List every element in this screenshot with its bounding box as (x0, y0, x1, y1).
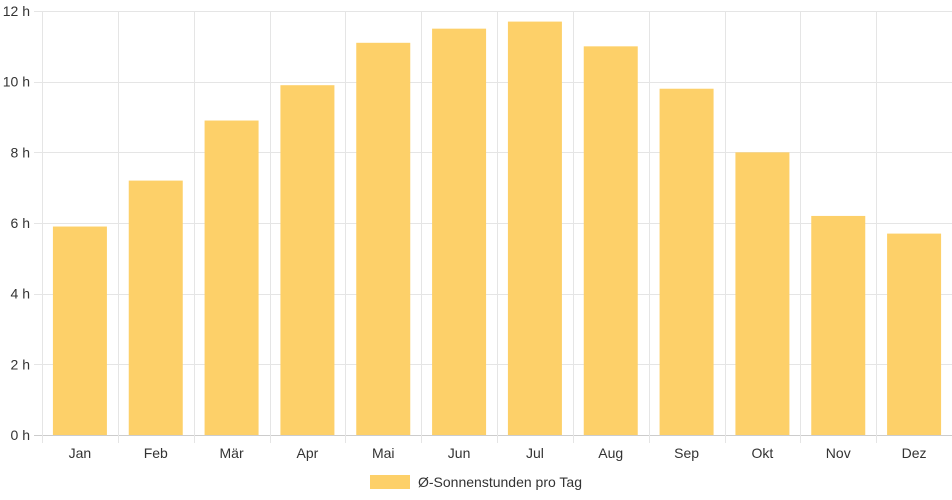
x-tick-label: Mai (372, 445, 395, 461)
bar-sep[interactable] (659, 88, 714, 435)
x-tick-label: Jan (69, 445, 92, 461)
bar-jun[interactable] (432, 28, 487, 436)
x-tick-label: Okt (752, 445, 774, 461)
x-tick-label: Jul (526, 445, 544, 461)
x-tick-label: Feb (144, 445, 168, 461)
bar-nov[interactable] (811, 215, 866, 435)
x-tick-label: Apr (297, 445, 319, 461)
x-tick-label: Mär (220, 445, 244, 461)
bars (52, 21, 942, 436)
bar-mär[interactable] (204, 120, 259, 436)
y-tick-label: 2 h (11, 356, 30, 372)
y-tick-label: 4 h (11, 286, 30, 302)
legend-swatch (370, 475, 410, 489)
bar-jul[interactable] (507, 21, 562, 435)
bar-okt[interactable] (735, 152, 790, 436)
bar-feb[interactable] (128, 180, 183, 435)
y-tick-label: 0 h (11, 427, 30, 443)
y-tick-label: 8 h (11, 144, 30, 160)
x-tick-label: Dez (902, 445, 927, 461)
y-tick-label: 10 h (3, 74, 30, 90)
bar-dez[interactable] (887, 233, 942, 435)
bar-jan[interactable] (52, 226, 107, 435)
x-tick-label: Aug (598, 445, 623, 461)
chart-legend: Ø-Sonnenstunden pro Tag (0, 470, 952, 494)
y-tick-label: 12 h (3, 3, 30, 19)
grid-lines (34, 11, 952, 443)
x-tick-label: Jun (448, 445, 471, 461)
bar-apr[interactable] (280, 85, 335, 435)
y-tick-label: 6 h (11, 215, 30, 231)
bar-mai[interactable] (356, 42, 411, 436)
x-tick-label: Nov (826, 445, 851, 461)
legend-label: Ø-Sonnenstunden pro Tag (418, 474, 582, 490)
x-tick-label: Sep (674, 445, 699, 461)
bar-aug[interactable] (583, 46, 638, 435)
